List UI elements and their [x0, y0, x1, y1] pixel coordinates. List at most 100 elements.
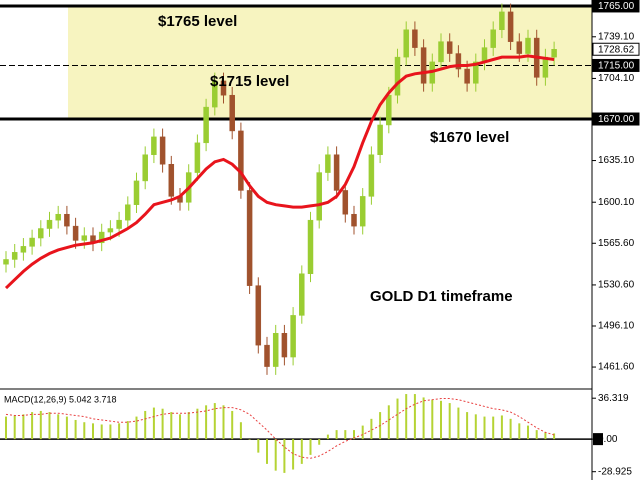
candle-body: [159, 136, 166, 165]
candle-body: [325, 154, 331, 173]
y-tick-label: 1715.00: [598, 61, 635, 72]
annotation: GOLD D1 timeframe: [370, 288, 513, 305]
macd-bar: [300, 439, 303, 464]
macd-bar: [161, 408, 164, 440]
macd-bar: [535, 430, 538, 440]
candle-body: [412, 29, 418, 48]
candle-body: [220, 80, 227, 96]
candle-body: [72, 225, 79, 241]
macd-bar: [83, 422, 86, 440]
macd-bar: [118, 423, 121, 440]
macd-bar: [179, 414, 181, 440]
macd-bar: [92, 423, 94, 440]
y-tick-label: 36.319: [598, 393, 629, 404]
macd-bar: [144, 410, 147, 440]
candle-body: [281, 333, 288, 358]
candle-body: [499, 11, 505, 31]
annotation: $1765 level: [158, 13, 237, 30]
candle-body: [194, 142, 201, 173]
macd-bar: [335, 430, 338, 440]
macd-bar: [292, 439, 295, 470]
macd-bar: [196, 408, 199, 440]
macd-bar: [213, 403, 216, 440]
y-tick-label: 1461.60: [598, 362, 635, 373]
macd-bar: [100, 424, 103, 440]
candle-body: [29, 237, 35, 247]
candle-body: [481, 47, 488, 63]
candle-body: [299, 273, 305, 316]
macd-bar: [509, 418, 512, 440]
y-tick-label: 1704.10: [598, 73, 635, 84]
macd-bar: [13, 415, 16, 440]
price-box: [592, 112, 640, 126]
candle-body: [3, 259, 9, 265]
macd-bar: [422, 397, 425, 440]
macd-bar: [283, 439, 286, 473]
signal-line: [5, 398, 555, 459]
macd-bar: [544, 432, 547, 440]
candle-body: [168, 163, 175, 197]
macd-bar: [31, 412, 34, 440]
macd-bar: [170, 412, 173, 440]
candle-body: [229, 94, 235, 132]
macd-bar: [39, 410, 42, 440]
macd-bar: [553, 433, 556, 440]
macd-bar: [65, 416, 68, 440]
candle-body: [151, 136, 157, 155]
macd-bar: [126, 421, 129, 440]
macd-bar: [318, 439, 321, 445]
candle-body: [238, 130, 244, 191]
macd-bar: [274, 439, 277, 471]
candle-body: [446, 41, 453, 54]
candle-body: [359, 196, 366, 227]
macd-bar: [413, 394, 416, 440]
macd-bar: [344, 430, 347, 440]
macd-bar: [257, 439, 260, 453]
annotation: $1670 level: [430, 129, 509, 146]
candle-body: [420, 47, 427, 84]
candle-body: [333, 154, 340, 191]
y-tick-label: 1728.62: [598, 44, 635, 55]
candle-body: [255, 285, 262, 346]
macd-bar: [187, 412, 190, 440]
candle-body: [81, 235, 88, 241]
y-tick-label: 1530.60: [598, 280, 635, 291]
macd-bar: [152, 407, 155, 440]
candle-body: [542, 56, 549, 78]
y-tick-label: 1600.10: [598, 197, 635, 208]
candle-body: [98, 231, 105, 244]
price-box: [592, 58, 640, 72]
y-tick-label: 1670.00: [598, 114, 635, 125]
candle-body: [116, 219, 122, 229]
candle-body: [107, 228, 114, 233]
macd-bar: [457, 407, 460, 440]
moving-average: [4, 54, 555, 290]
macd-bar: [440, 400, 442, 440]
candle-body: [55, 213, 61, 221]
y-tick-label: 1496.10: [598, 321, 635, 332]
candle-body: [464, 68, 470, 84]
macd-bar: [135, 416, 138, 440]
macd-bar: [466, 412, 469, 440]
y-tick-label: 1565.60: [598, 238, 635, 249]
y-tick-label: 1765.00: [598, 1, 635, 12]
candle-body: [316, 172, 322, 221]
macd-bar: [474, 414, 477, 440]
candle-body: [525, 37, 531, 54]
candle-body: [203, 106, 209, 144]
candle-body: [516, 41, 523, 54]
candle-body: [386, 94, 392, 126]
candle-body: [272, 333, 279, 367]
macd-bar: [500, 415, 503, 440]
macd-bar: [205, 405, 208, 440]
annotation: $1715 level: [210, 73, 289, 90]
level-zone: [68, 5, 592, 120]
price-box: [592, 0, 640, 13]
candle-body: [368, 154, 375, 197]
macd-bar: [5, 416, 7, 440]
macd-bar: [405, 394, 408, 440]
candle-body: [394, 56, 401, 96]
candle-body: [64, 213, 70, 227]
macd-bar: [527, 425, 529, 440]
macd-bar: [48, 412, 51, 440]
